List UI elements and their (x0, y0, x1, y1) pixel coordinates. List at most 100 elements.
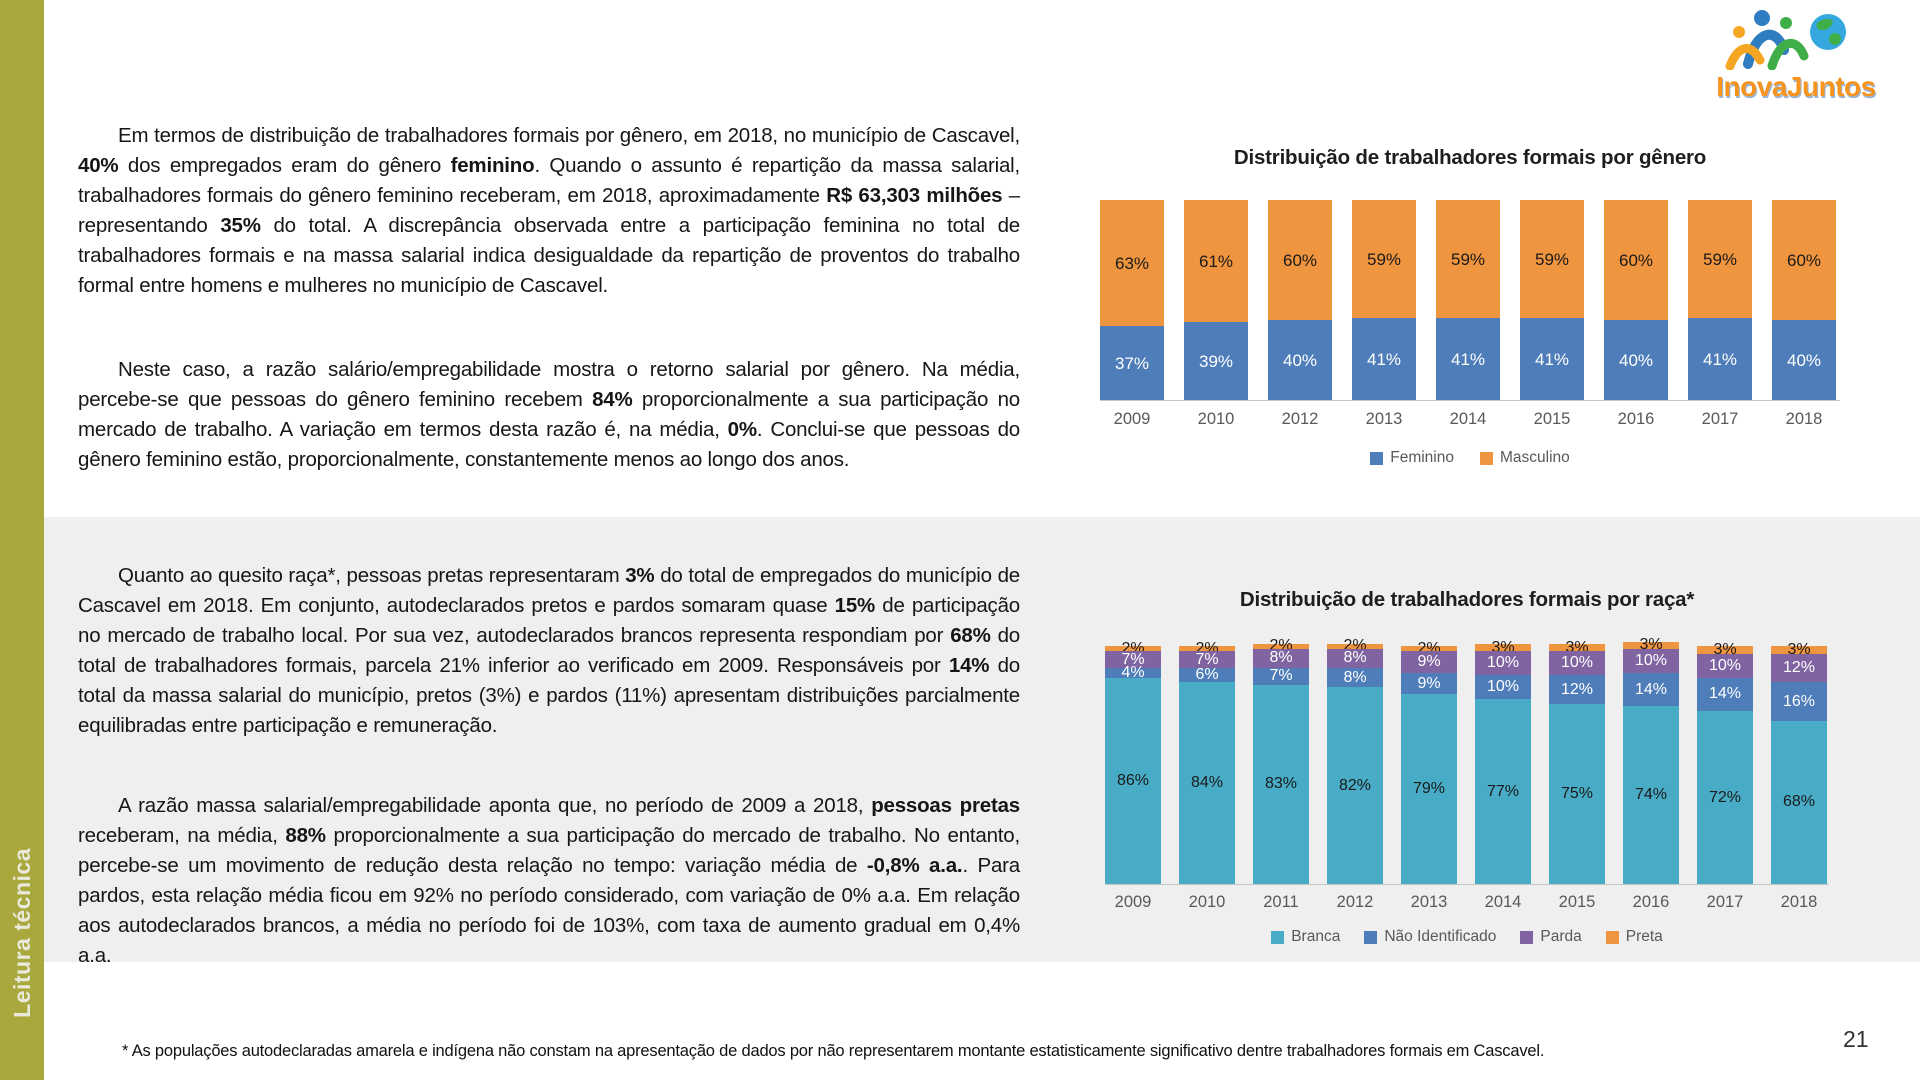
bar-2016: 40% 60% (1604, 200, 1668, 400)
value-label: 84% (1190, 774, 1224, 792)
value-label: 75% (1560, 785, 1594, 802)
legend-item-Parda: Parda (1520, 928, 1582, 946)
segment-Masculino-2015: 59% (1520, 200, 1584, 318)
segment-Não Identificado-2013: 9% (1401, 672, 1457, 695)
bar-2018: 68% 16% 12% 3% (1771, 642, 1827, 884)
segment-Não Identificado-2015: 12% (1549, 675, 1605, 704)
x-tick-2015: 2015 (1533, 410, 1571, 428)
bar-2018: 40% 60% (1772, 200, 1836, 400)
segment-Feminino-2018: 40% (1772, 320, 1836, 400)
value-label: 8% (1269, 649, 1293, 667)
segment-Masculino-2016: 60% (1604, 200, 1668, 320)
inovajuntos-logo: InovaJuntos (1706, 6, 1886, 103)
segment-Parda-2010: 7% (1179, 650, 1235, 669)
bar-2016: 74% 14% 10% 3% (1623, 637, 1679, 884)
bar-2017: 72% 14% 10% 3% (1697, 642, 1753, 884)
bar-2010: 84% 6% 7% 2% (1179, 640, 1235, 884)
x-tick-2012: 2012 (1281, 410, 1319, 428)
value-label: 3% (1565, 638, 1589, 656)
segment-Branca-2018: 68% (1771, 720, 1827, 884)
value-label: 10% (1486, 654, 1520, 672)
value-label: 86% (1116, 771, 1150, 789)
value-label: 59% (1534, 249, 1570, 269)
value-label: 63% (1114, 253, 1150, 273)
legend-label: Masculino (1499, 449, 1570, 466)
value-label: 4% (1121, 663, 1145, 681)
chart-race-x-axis: 2009 2010 2011 2012 2013 2014 2015 2016 2017 2018 (1105, 893, 1829, 912)
x-tick-2010: 2010 (1197, 410, 1235, 428)
legend-label: Preta (1625, 928, 1663, 945)
sidebar-label: Leitura técnica (9, 848, 35, 1018)
bar-2015: 75% 12% 10% 3% (1549, 639, 1605, 884)
value-label: 14% (1634, 680, 1668, 698)
value-label: 59% (1450, 249, 1486, 269)
segment-Parda-2016: 10% (1623, 648, 1679, 673)
value-label: 10% (1634, 651, 1668, 669)
value-label: 77% (1486, 782, 1520, 800)
segment-Preta-2015: 3% (1549, 639, 1605, 655)
value-label: 8% (1343, 649, 1367, 667)
segment-Masculino-2014: 59% (1436, 200, 1500, 318)
paragraph-gender-distribution: Em termos de distribuição de trabalhador… (78, 124, 1021, 297)
segment-Feminino-2009: 37% (1100, 326, 1164, 400)
legend-item-Masculino: Masculino (1479, 449, 1570, 467)
value-label: 40% (1786, 350, 1822, 370)
value-label: 10% (1486, 678, 1520, 696)
segment-Masculino-2009: 63% (1100, 200, 1164, 326)
segment-Masculino-2013: 59% (1352, 200, 1416, 318)
value-label: 3% (1713, 641, 1737, 659)
bar-2013: 41% 59% (1352, 200, 1416, 400)
value-label: 74% (1634, 786, 1668, 804)
legend-item-Não Identificado: Não Identificado (1364, 928, 1496, 946)
value-label: 60% (1282, 250, 1318, 270)
segment-Branca-2010: 84% (1179, 682, 1235, 884)
bar-2012: 82% 8% 8% 2% (1327, 638, 1383, 884)
page-number: 21 (1843, 1026, 1869, 1052)
logo-wordmark: InovaJuntos (1716, 71, 1876, 102)
segment-Masculino-2010: 61% (1184, 200, 1248, 322)
segment-Branca-2017: 72% (1697, 711, 1753, 884)
value-label: 8% (1343, 668, 1367, 686)
value-label: 79% (1412, 780, 1446, 798)
legend-swatch (1271, 930, 1285, 944)
legend-item-Feminino: Feminino (1370, 449, 1454, 467)
segment-Preta-2016: 3% (1623, 637, 1679, 653)
segment-Feminino-2017: 41% (1688, 318, 1752, 400)
segment-Feminino-2013: 41% (1352, 318, 1416, 400)
value-label: 12% (1560, 680, 1594, 698)
chart-race-plot-area: 86% 4% 7% 2% 84% 6% 7% 2% 83% 7% 8% 2% 82% 8% 8% 2% 79% 9… (1105, 637, 1829, 885)
segment-Feminino-2012: 40% (1268, 320, 1332, 400)
value-label: 7% (1195, 650, 1219, 668)
bar-2012: 40% 60% (1268, 200, 1332, 400)
value-label: 16% (1782, 692, 1816, 710)
chart-gender-x-axis: 2009 2010 2012 2013 2014 2015 2016 2017 2018 (1100, 410, 1840, 429)
x-tick-2009: 2009 (1114, 893, 1152, 911)
bar-2011: 83% 7% 8% 2% (1253, 638, 1309, 884)
value-label: 39% (1198, 351, 1234, 371)
bar-2014: 41% 59% (1436, 200, 1500, 400)
value-label: 82% (1338, 776, 1372, 794)
bar-2009: 86% 4% 7% 2% (1105, 640, 1161, 884)
legend-swatch (1370, 451, 1384, 465)
legend-label: Feminino (1390, 449, 1454, 466)
legend-label: Branca (1291, 928, 1341, 945)
value-label: 3% (1639, 636, 1663, 654)
value-label: 59% (1366, 249, 1402, 269)
segment-Não Identificado-2012: 8% (1327, 668, 1383, 688)
segment-Feminino-2015: 41% (1520, 318, 1584, 400)
value-label: 12% (1782, 659, 1816, 677)
x-tick-2018: 2018 (1785, 410, 1823, 428)
segment-Branca-2016: 74% (1623, 706, 1679, 884)
value-label: 6% (1195, 666, 1219, 684)
x-tick-2017: 2017 (1706, 893, 1744, 911)
segment-Não Identificado-2011: 7% (1253, 668, 1309, 685)
x-tick-2013: 2013 (1410, 893, 1448, 911)
value-label: 60% (1786, 250, 1822, 270)
segment-Não Identificado-2016: 14% (1623, 672, 1679, 707)
value-label: 59% (1702, 249, 1738, 269)
logo-people-globe-icon (1725, 10, 1846, 71)
x-tick-2018: 2018 (1780, 893, 1818, 911)
value-label: 10% (1560, 654, 1594, 672)
segment-Não Identificado-2018: 16% (1771, 682, 1827, 721)
x-tick-2016: 2016 (1632, 893, 1670, 911)
